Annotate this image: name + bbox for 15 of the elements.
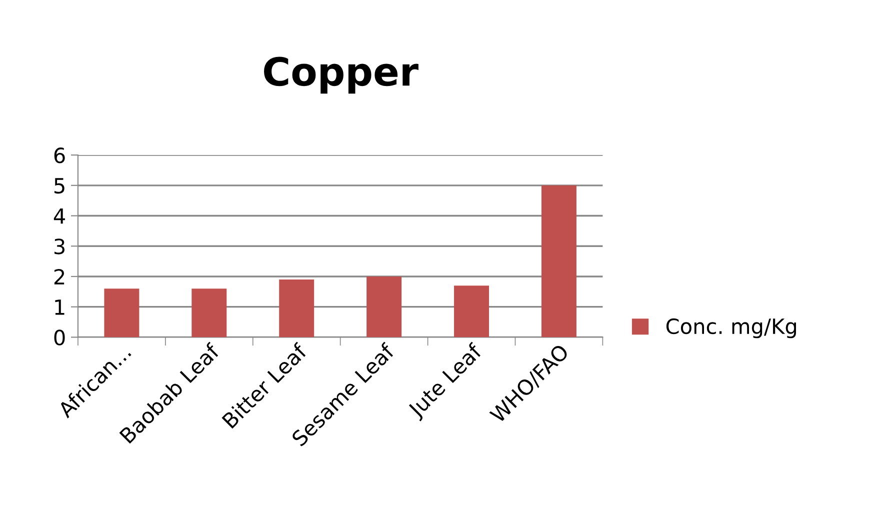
- legend-label: Conc. mg/Kg: [666, 318, 796, 338]
- y-tick-label: 1: [55, 300, 64, 315]
- bar: [366, 276, 402, 338]
- y-tick-label: 0: [54, 330, 65, 346]
- y-tick-label: 3: [54, 238, 64, 254]
- y-tick-label: 6: [54, 147, 65, 164]
- bar: [454, 286, 489, 338]
- y-tick-label: 4: [54, 208, 65, 224]
- bar: [279, 280, 314, 338]
- bar: [192, 288, 227, 338]
- bar: [104, 288, 140, 338]
- y-tick-label: 5: [54, 178, 64, 194]
- bar: [541, 185, 576, 338]
- y-tick-label: 2: [54, 268, 64, 284]
- chart-title: Copper: [264, 56, 418, 94]
